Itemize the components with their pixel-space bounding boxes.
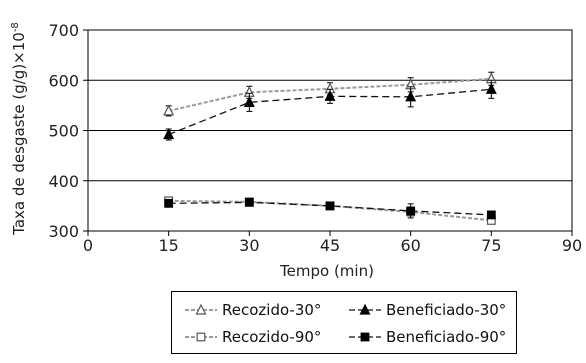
point-3-0 bbox=[164, 198, 174, 208]
legend-swatch-recozido-90 bbox=[185, 332, 217, 342]
legend-item-recozido-30: Recozido-30° bbox=[184, 298, 321, 322]
x-tick-label-0: 0 bbox=[83, 236, 93, 255]
point-3-2 bbox=[325, 201, 335, 211]
legend-item-recozido-90: Recozido-90° bbox=[184, 325, 321, 349]
point-0-0 bbox=[163, 104, 175, 116]
y-tick-label-400: 400 bbox=[48, 172, 79, 191]
x-tick-label-15: 15 bbox=[158, 236, 178, 255]
legend-label-beneficiado-90: Beneficiado-90° bbox=[386, 328, 507, 346]
x-tick-label-30: 30 bbox=[239, 236, 259, 255]
point-1-0 bbox=[163, 128, 175, 140]
legend-label-recozido-90: Recozido-90° bbox=[222, 328, 322, 346]
point-1-4 bbox=[485, 82, 497, 94]
legend-item-beneficiado-90: Beneficiado-90° bbox=[348, 325, 506, 349]
x-tick-label-45: 45 bbox=[320, 236, 340, 255]
legend-label-recozido-30: Recozido-30° bbox=[222, 301, 322, 319]
legend-marker-0 bbox=[195, 303, 207, 315]
series-3 bbox=[164, 197, 496, 220]
point-3-3 bbox=[406, 206, 416, 216]
series-1 bbox=[163, 79, 497, 141]
legend-swatch-beneficiado-90 bbox=[349, 332, 381, 342]
y-tick-label-600: 600 bbox=[48, 71, 79, 90]
legend-marker-1 bbox=[359, 303, 371, 315]
y-tick-label-700: 700 bbox=[48, 21, 79, 40]
point-1-2 bbox=[324, 89, 336, 101]
legend-item-beneficiado-30: Beneficiado-30° bbox=[348, 298, 506, 322]
point-3-4 bbox=[486, 210, 496, 220]
x-tick-label-90: 90 bbox=[562, 236, 582, 255]
legend-swatch-beneficiado-30 bbox=[349, 303, 381, 315]
x-axis-title: Tempo (min) bbox=[279, 262, 374, 280]
x-tick-label-60: 60 bbox=[400, 236, 420, 255]
legend: Recozido-30° Beneficiado-30° Recozido-90… bbox=[171, 291, 517, 354]
legend-label-beneficiado-30: Beneficiado-30° bbox=[386, 301, 507, 319]
legend-swatch-recozido-30 bbox=[185, 303, 217, 315]
y-tick-label-500: 500 bbox=[48, 122, 79, 141]
point-3-1 bbox=[244, 197, 254, 207]
legend-marker-3 bbox=[360, 332, 370, 342]
y-axis-title: Taxa de desgaste (g/g)×10-8 bbox=[10, 22, 28, 236]
point-1-1 bbox=[243, 96, 255, 107]
point-1-3 bbox=[405, 90, 417, 102]
y-tick-label-300: 300 bbox=[48, 222, 79, 241]
series-line-3 bbox=[168, 201, 492, 216]
x-tick-label-75: 75 bbox=[481, 236, 501, 255]
legend-marker-2 bbox=[196, 332, 206, 342]
